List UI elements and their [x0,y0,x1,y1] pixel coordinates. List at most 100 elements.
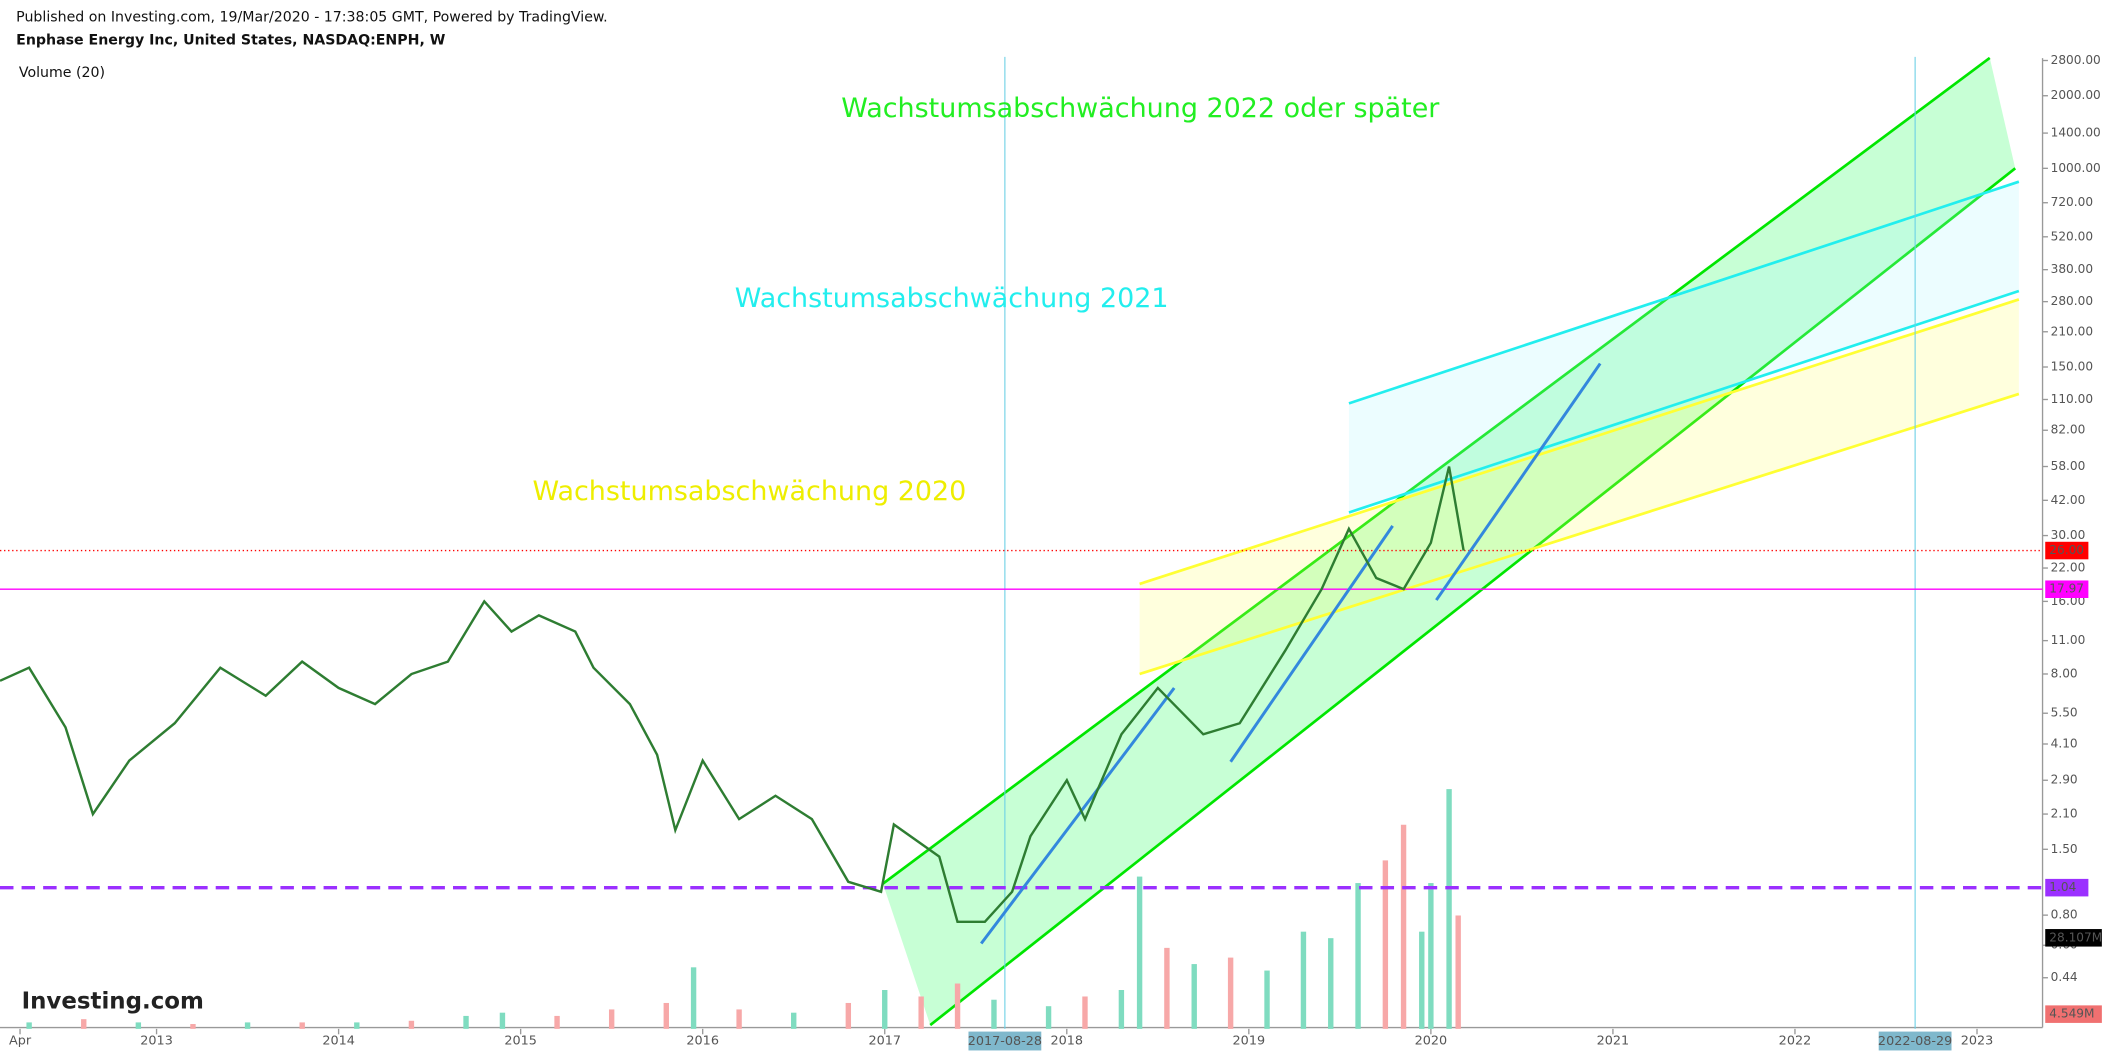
y-tick-label: 150.00 [2051,360,2093,374]
volume-bar [845,1002,852,1029]
date-label-box [1878,1031,1952,1051]
y-tick-label: 1.50 [2051,842,2078,856]
volume-bar [1446,789,1452,1029]
y-tick-label: 720.00 [2051,195,2093,209]
volume-label: 28.107M [2049,930,2102,944]
volume-bar [1191,964,1197,1029]
volume-bar [1428,883,1434,1029]
volume-bar [1355,883,1361,1029]
price-label-box [2045,878,2089,897]
volume-label-box [2045,929,2102,947]
channel-fill [1348,181,2019,513]
price-label-box [2045,541,2089,560]
trend-line [980,687,1176,945]
price-label: 1.04 [2049,880,2076,894]
y-tick-label: 1000.00 [2051,161,2101,175]
y-tick-label: 42.00 [2051,493,2086,507]
volume-bar [1382,860,1389,1029]
volume-bar [244,1022,251,1029]
volume-bar [791,1012,797,1029]
volume-bar [1419,931,1425,1029]
x-tick-label: 2014 [322,1034,355,1049]
channel-fill [882,57,2016,1026]
y-tick-label: 58.00 [2051,459,2086,473]
y-tick-label: 8.00 [2051,666,2078,680]
volume-bar [918,996,924,1029]
y-tick-label: 0.80 [2051,908,2078,922]
channel-line [1348,180,2020,405]
volume-bar [408,1020,415,1029]
volume-bar [1164,947,1170,1029]
y-tick-label: 0.44 [2051,970,2078,984]
volume-bar [1118,990,1125,1029]
volume-bar [1264,970,1270,1029]
logo: Investing.com [22,988,204,1014]
x-tick-label: 2018 [1050,1034,1083,1049]
x-tick-label: 2020 [1415,1034,1448,1049]
y-tick-label: 4.10 [2051,736,2078,750]
volume-bar [1300,931,1307,1029]
y-tick-label: 1400.00 [2051,126,2101,140]
y-tick-label: 520.00 [2051,229,2093,243]
y-tick-label: 280.00 [2051,294,2093,308]
trend-line [1435,362,1602,601]
price-line [0,466,1465,924]
volume-label-box [2045,1005,2102,1023]
volume-bar [26,1022,32,1029]
subtitle: Published on Investing.com, 19/Mar/2020 … [16,10,608,26]
y-tick-label: 110.00 [2051,392,2093,406]
volume-label: 4.549M [2049,1007,2094,1021]
price-label: 26.00 [2049,543,2084,557]
y-tick-label: 2800.00 [2051,53,2101,67]
y-tick-label: 2.90 [2051,773,2078,787]
x-tick-label: 2013 [140,1034,173,1049]
volume-bar [1328,938,1334,1029]
volume-bar [554,1015,560,1029]
volume-bar [499,1012,506,1029]
volume-bar [690,967,697,1029]
volume-label: Volume (20) [19,65,105,81]
x-tick-label: 2015 [504,1034,537,1049]
volume-bar [1400,824,1407,1029]
channel-fill [1139,299,2019,674]
x-tick-label: 2019 [1233,1034,1266,1049]
volume-bar [608,1009,615,1029]
channel-line [1348,289,2020,514]
x-tick-label: 2016 [686,1034,719,1049]
y-tick-label: 5.50 [2051,706,2078,720]
channel-line [1139,298,2020,586]
volume-bar [991,999,997,1029]
y-tick-label: 82.00 [2051,423,2086,437]
volume-bar [1045,1006,1052,1029]
volume-bar [736,1009,742,1029]
y-tick-label: 30.00 [2051,528,2086,542]
price-label-box [2045,580,2089,598]
volume-bar [882,990,888,1029]
volume-bar [1227,957,1234,1029]
date-label: 2022-08-29 [1878,1034,1952,1049]
volume-bar [463,1015,469,1029]
trend-line [1229,525,1394,763]
volume-bar [81,1019,87,1029]
x-tick-label: 2022 [1779,1034,1812,1049]
y-tick-label: 2000.00 [2051,88,2101,102]
annotation: Wachstumsabschwächung 2022 oder später [841,93,1440,124]
price-label: 17.97 [2049,582,2084,596]
volume-bar [299,1022,305,1029]
y-tick-label: 22.00 [2051,561,2086,575]
y-tick-label: 2.10 [2051,807,2078,821]
date-label: 2017-08-28 [968,1034,1042,1049]
volume-bar [663,1002,669,1029]
channel-line [1139,392,2020,676]
y-tick-label: 210.00 [2051,324,2093,338]
volume-bar [1136,876,1143,1029]
annotation: Wachstumsabschwächung 2020 [533,476,967,507]
volume-bar [1082,996,1088,1029]
volume-bar [954,983,961,1029]
volume-bar [354,1022,360,1029]
x-tick-label: 2023 [1961,1034,1994,1049]
volume-bar [1455,915,1461,1029]
